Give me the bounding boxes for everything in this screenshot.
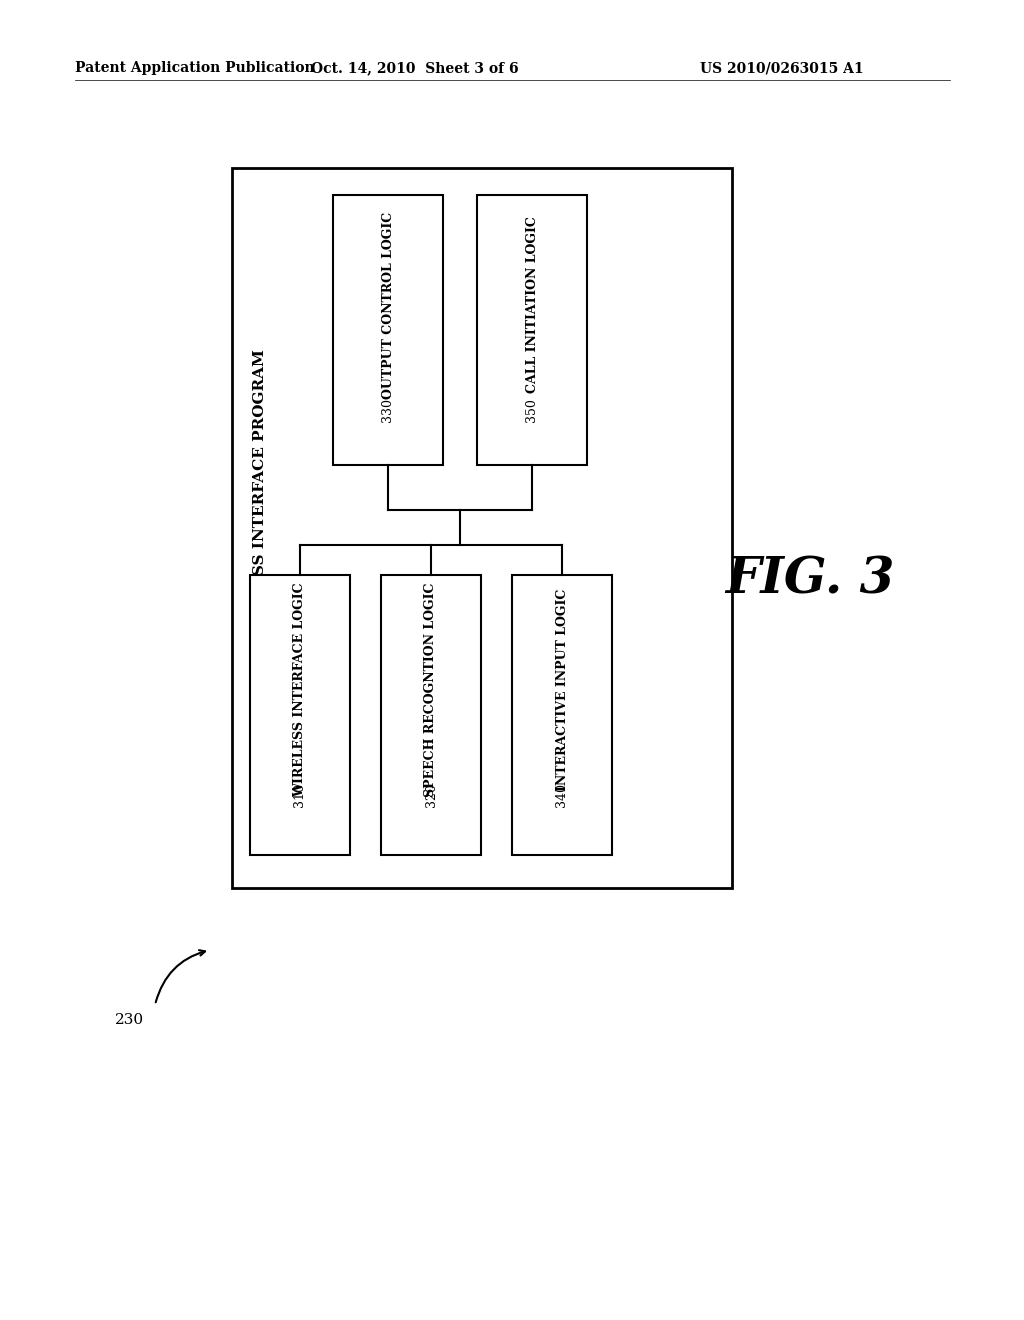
Bar [381, 576, 481, 855]
Text: OUTPUT CONTROL LOGIC: OUTPUT CONTROL LOGIC [382, 211, 394, 399]
Text: 350: 350 [525, 399, 539, 422]
Text: 230: 230 [116, 1012, 144, 1027]
Bar [333, 195, 443, 465]
Bar [512, 576, 612, 855]
Text: 320: 320 [425, 783, 437, 807]
Text: FIG. 3: FIG. 3 [725, 556, 895, 605]
Text: 310: 310 [294, 783, 306, 807]
Text: 300: 300 [253, 614, 267, 643]
Text: SPEECH RECOGNTION LOGIC: SPEECH RECOGNTION LOGIC [425, 582, 437, 797]
Bar [250, 576, 350, 855]
Text: Oct. 14, 2010  Sheet 3 of 6: Oct. 14, 2010 Sheet 3 of 6 [311, 61, 519, 75]
Text: 330: 330 [382, 399, 394, 422]
Text: INTERACTIVE INPUT LOGIC: INTERACTIVE INPUT LOGIC [555, 589, 568, 791]
Bar [232, 168, 732, 888]
Text: WIRELESS INTERFACE LOGIC: WIRELESS INTERFACE LOGIC [294, 582, 306, 797]
Bar [477, 195, 587, 465]
Text: CALL INITIATION LOGIC: CALL INITIATION LOGIC [525, 216, 539, 393]
Text: WIRELESS INTERFACE PROGRAM: WIRELESS INTERFACE PROGRAM [253, 350, 267, 647]
Text: Patent Application Publication: Patent Application Publication [75, 61, 314, 75]
Text: US 2010/0263015 A1: US 2010/0263015 A1 [700, 61, 863, 75]
Text: 340: 340 [555, 783, 568, 807]
